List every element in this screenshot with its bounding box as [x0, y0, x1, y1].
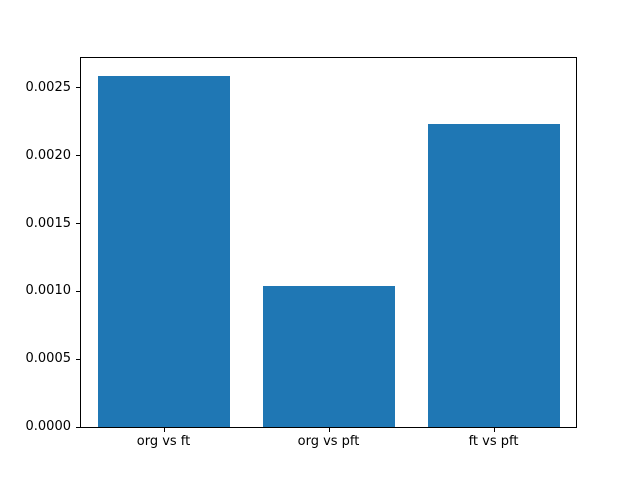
y-tick-label: 0.0025	[25, 79, 72, 95]
y-tick-mark	[76, 290, 80, 292]
y-tick-mark	[76, 87, 80, 89]
plot-area	[80, 57, 577, 428]
y-tick-label: 0.0010	[25, 283, 72, 299]
y-tick-label: 0.0020	[25, 147, 72, 163]
bar-ft-vs-pft	[427, 124, 560, 427]
y-tick-label: 0.0000	[25, 419, 72, 434]
bar-org-vs-ft	[97, 75, 230, 427]
x-tick-label: org vs pft	[297, 434, 360, 449]
y-tick-mark	[76, 358, 80, 360]
y-tick-mark	[76, 223, 80, 224]
x-tick-label: org vs ft	[136, 434, 191, 449]
y-tick-label: 0.0005	[25, 351, 72, 367]
x-tick-mark	[163, 428, 165, 432]
x-tick-mark	[493, 428, 495, 432]
y-tick-mark	[76, 426, 80, 428]
y-tick-mark	[76, 155, 80, 157]
y-tick-label: 0.0015	[25, 215, 72, 231]
bar-org-vs-pft	[262, 285, 395, 427]
x-tick-label: ft vs pft	[468, 434, 519, 449]
x-tick-mark	[328, 428, 330, 432]
